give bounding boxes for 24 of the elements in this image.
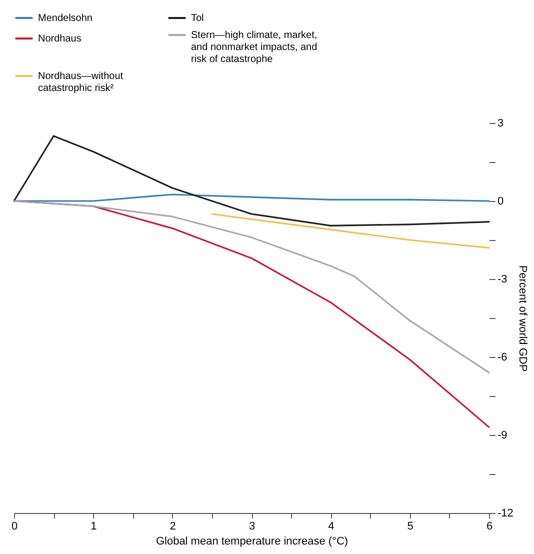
y-tick-label: -9: [498, 430, 508, 442]
line-series: [13, 194, 490, 202]
y-tick-label: -6: [498, 352, 508, 364]
x-axis-title: Global mean temperature increase (°C): [156, 536, 348, 548]
x-tick-label: 2: [170, 520, 176, 532]
x-tick-label: 5: [407, 520, 414, 532]
x-tick-label: 3: [248, 520, 256, 532]
x-tick-label: 6: [486, 520, 493, 532]
x-tick-label: 1: [90, 520, 97, 532]
line-series: [13, 135, 490, 226]
legend-label: Stern—high climate, market, and nonmarket impacts, and risk of catastrophe: [191, 30, 318, 65]
line-series: [13, 200, 490, 374]
legend-label: Mendelsohn: [38, 13, 92, 24]
legend-label: Nordhaus—without catastrophic risk²: [38, 71, 124, 94]
legend-label: Nordhaus: [38, 34, 82, 44]
y-tick-label: -12: [498, 508, 514, 520]
y-tick-label: 3: [498, 118, 504, 130]
line-series: [211, 213, 490, 249]
y-tick-label: -3: [498, 274, 508, 286]
x-tick-label: 0: [11, 520, 18, 532]
y-axis-title: Percent of world GDP: [516, 265, 528, 372]
legend-label: Tol: [191, 13, 204, 24]
x-tick-label: 4: [328, 520, 334, 532]
y-tick-label: 0: [498, 196, 504, 208]
